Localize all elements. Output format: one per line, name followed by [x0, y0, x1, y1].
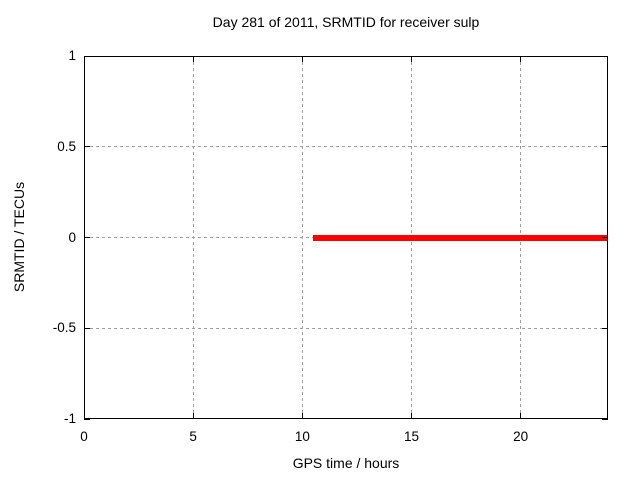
y-tick-right [602, 237, 608, 238]
x-tick-top [83, 56, 85, 62]
y-tick-right [602, 327, 608, 329]
x-tick-bottom [301, 413, 303, 419]
y-tick-left [84, 55, 90, 57]
x-tick-top [301, 56, 303, 62]
y-tick-left [84, 327, 90, 329]
y-tick-left [84, 418, 90, 420]
y-tick-left [84, 237, 90, 238]
x-tick-label: 15 [403, 429, 420, 444]
x-tick-top [192, 56, 194, 62]
x-axis-label: GPS time / hours [292, 455, 400, 471]
gridline-y [84, 327, 608, 329]
y-tick-label: -1 [63, 411, 76, 426]
y-tick-label: -0.5 [52, 320, 76, 336]
y-tick-right [602, 146, 608, 148]
chart-title: Day 281 of 2011, SRMTID for receiver sul… [212, 14, 480, 30]
series-line-srmtid [313, 234, 608, 241]
x-tick-bottom [192, 413, 194, 419]
x-tick-label: 5 [189, 429, 197, 444]
y-tick-left [84, 146, 90, 148]
x-tick-label: 0 [80, 429, 88, 444]
x-tick-top [411, 56, 412, 62]
x-tick-top [520, 56, 522, 62]
y-tick-right [602, 418, 608, 420]
y-tick-label: 1 [68, 48, 76, 63]
y-tick-right [602, 55, 608, 57]
x-tick-bottom [411, 413, 412, 419]
x-tick-bottom [520, 413, 522, 419]
gridline-y [84, 146, 608, 148]
x-tick-label: 10 [294, 429, 310, 444]
y-tick-label: 0.5 [57, 138, 76, 154]
y-tick-label: 0 [68, 229, 76, 245]
x-tick-label: 20 [513, 429, 529, 444]
